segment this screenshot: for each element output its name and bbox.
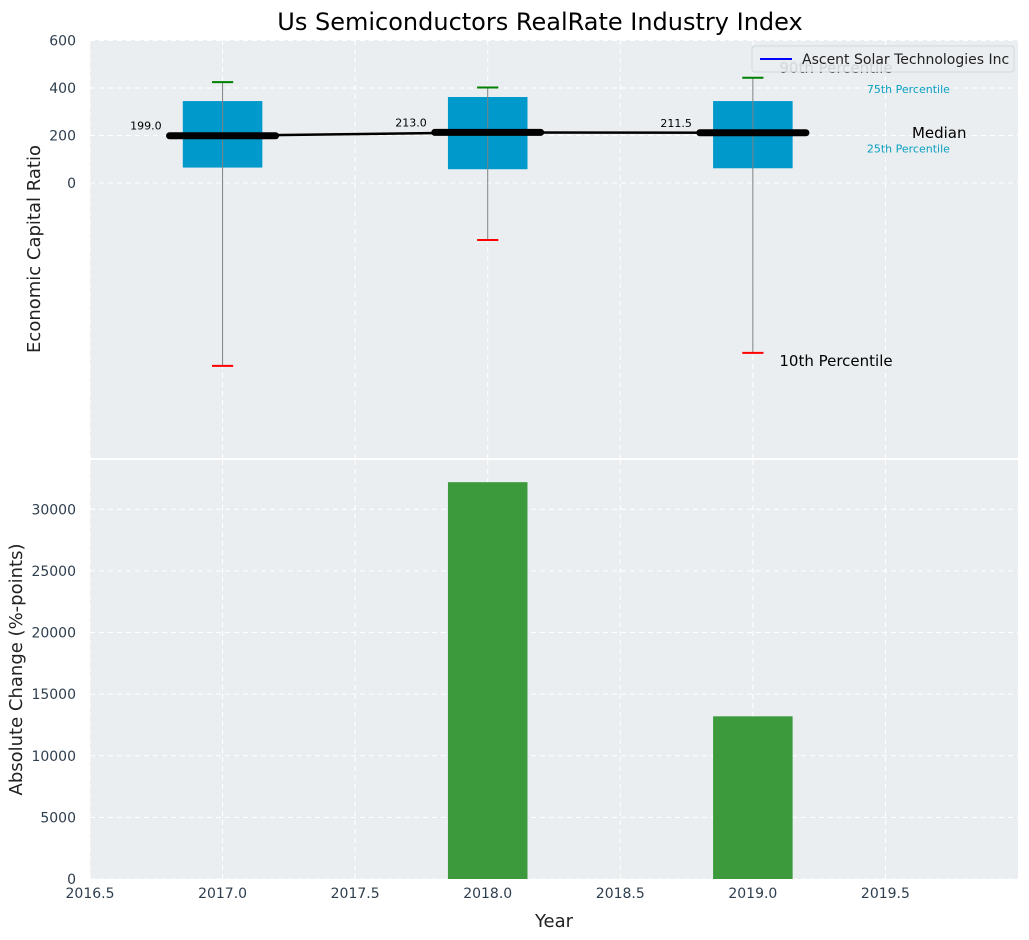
legend-box [751, 45, 1015, 73]
annotation-p25: 25th Percentile [867, 142, 950, 155]
bottom-panel: 2016.5 2017.0 2017.5 2018.0 2018.5 2019.0 2019… [6, 460, 1018, 932]
bottom-y-axis-label: Absolute Change (%-points) [6, 544, 27, 796]
median-value-label: 211.5 [660, 117, 692, 130]
x-tick-label: 2017.5 [331, 886, 380, 902]
top-panel: 0 200 400 600 Economic Capital Ratio 199.0 213… [24, 34, 1018, 718]
annotation-p75: 75th Percentile [867, 83, 950, 96]
top-y-axis-label: Economic Capital Ratio [24, 145, 45, 353]
change-bar [713, 716, 793, 879]
bottom-ytick-label: 5000 [40, 810, 76, 826]
top-ytick-label: 200 [49, 129, 76, 145]
median-value-label: 213.0 [395, 116, 427, 129]
bottom-ytick-label: 10000 [31, 749, 76, 765]
median-trend-line [169, 131, 806, 137]
top-ytick-label: 0 [67, 176, 76, 192]
top-ytick-label: 400 [49, 81, 76, 97]
x-tick-label: 2018.5 [596, 886, 645, 902]
x-tick-label: 2016.5 [66, 886, 115, 902]
top-ytick-label: 600 [49, 34, 76, 50]
change-bar [447, 482, 528, 879]
x-tick-label: 2017.0 [198, 886, 247, 902]
bottom-ytick-label: 20000 [31, 626, 76, 642]
legend: Ascent Solar Technologies Inc [751, 45, 1015, 73]
bottom-ytick-label: 0 [67, 872, 76, 888]
x-tick-label: 2019.0 [728, 886, 777, 902]
bottom-ytick-label: 25000 [31, 564, 76, 580]
annotation-p10: 10th Percentile [779, 352, 892, 370]
x-tick-label: 2019.5 [861, 886, 910, 902]
bottom-ytick-label: 30000 [31, 502, 76, 518]
annotation-median: Median [912, 124, 967, 142]
bottom-ytick-label: 15000 [31, 687, 76, 703]
x-axis-label: Year [534, 911, 574, 932]
x-tick-label: 2018.0 [463, 886, 512, 902]
median-value-label: 199.0 [130, 120, 162, 133]
legend-label: Ascent Solar Technologies Inc [802, 52, 1009, 68]
bottom-plot-background [90, 460, 1018, 879]
chart-title: Us Semiconductors RealRate Industry Inde… [277, 8, 802, 36]
